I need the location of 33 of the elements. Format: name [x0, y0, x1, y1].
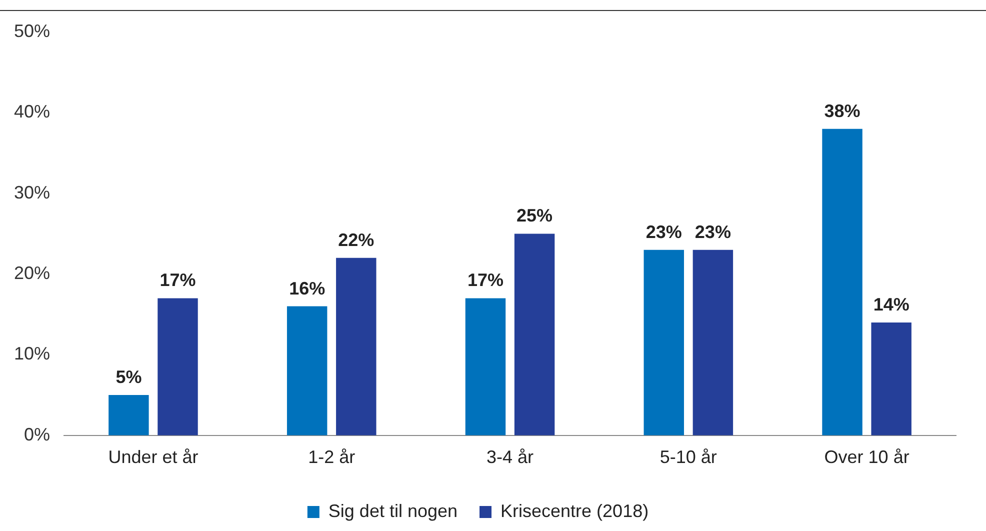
data-label: 17% [467, 270, 504, 290]
y-tick-label: 20% [14, 263, 50, 284]
data-label: 14% [873, 294, 910, 314]
legend-label: Krisecentre (2018) [500, 500, 649, 521]
data-label: 25% [516, 206, 553, 226]
bar [514, 234, 555, 436]
bar [108, 395, 149, 436]
bar [644, 250, 684, 436]
data-label: 23% [694, 222, 731, 242]
bar [871, 322, 912, 436]
data-label: 17% [160, 270, 196, 290]
x-tick-label: 1-2 år [308, 447, 356, 468]
data-label: 5% [116, 367, 142, 388]
bar [465, 298, 506, 436]
bar [822, 128, 862, 436]
y-tick-label: 30% [14, 182, 50, 202]
x-tick-label: Over 10 år [824, 447, 910, 468]
y-tick-label: 40% [14, 102, 50, 122]
bar [158, 298, 198, 436]
bar [692, 250, 734, 436]
data-label: 16% [289, 278, 326, 298]
data-label: 38% [824, 100, 860, 121]
y-tick-label: 10% [14, 344, 50, 364]
legend-label: Sig det til nogen [328, 500, 458, 521]
data-label: 22% [338, 230, 374, 250]
x-tick-label: 5-10 år [660, 447, 717, 468]
bar [336, 258, 376, 436]
bar [286, 306, 328, 436]
x-tick-label: 3-4 år [486, 447, 534, 468]
data-label: 23% [646, 222, 682, 242]
x-tick-label: Under et år [108, 447, 198, 468]
y-tick-label: 0% [24, 424, 50, 444]
y-tick-label: 50% [14, 20, 50, 41]
